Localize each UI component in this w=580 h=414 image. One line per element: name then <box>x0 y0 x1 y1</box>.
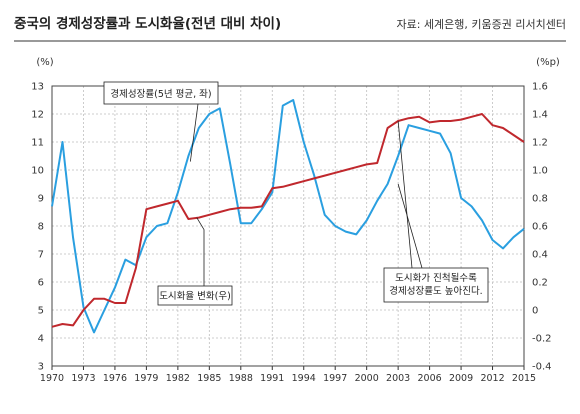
annotation-note-line: 도시화가 진척될수록 <box>395 273 477 284</box>
annotation-note-line: 경제성장률도 높아진다. <box>389 285 482 297</box>
left-tick-label: 12 <box>31 110 44 121</box>
right-tick-label: 0.6 <box>532 222 548 233</box>
left-tick-label: 10 <box>31 166 44 177</box>
x-tick-label: 2012 <box>480 373 504 384</box>
series <box>51 99 525 334</box>
left-tick-label: 8 <box>38 222 44 233</box>
right-tick-label: -0.4 <box>532 362 552 373</box>
right-tick-label: 0.8 <box>532 194 548 205</box>
x-tick-label: 1976 <box>103 373 127 384</box>
left-tick-label: 9 <box>38 194 44 205</box>
annotation-urban: 도시화율 변화(우) <box>159 291 231 302</box>
right-axis-unit: (%p) <box>536 57 560 68</box>
annotation-gdp: 경제성장률(5년 평균, 좌) <box>110 88 211 100</box>
x-tick-label: 2006 <box>418 373 442 384</box>
x-tick-label: 1970 <box>40 373 64 384</box>
right-tick-label: 1.4 <box>532 110 548 121</box>
left-tick-label: 4 <box>38 334 44 345</box>
x-tick-label: 1982 <box>166 373 190 384</box>
x-tick-label: 2015 <box>512 373 536 384</box>
right-tick-label: 0.4 <box>532 250 548 261</box>
right-tick-label: 1.0 <box>532 166 548 177</box>
x-tick-label: 1991 <box>260 373 284 384</box>
axes: 3 4 5 6 7 8 9 10 11 12 13 -0.4 -0.2 0 0.2 0.4 0.6 0.8 1.0 1… <box>31 82 551 385</box>
right-tick-label: 0.2 <box>532 278 548 289</box>
x-tick-label: 2009 <box>449 373 473 384</box>
series-line-gdp <box>51 99 525 334</box>
left-axis-unit: (%) <box>36 57 53 68</box>
chart-title: 중국의 경제성장률과 도시화율(전년 대비 차이) <box>14 15 281 32</box>
callout-leader <box>196 217 205 286</box>
grid <box>52 85 524 366</box>
callout-leader <box>397 183 423 269</box>
right-tick-label: 1.2 <box>532 138 548 149</box>
left-tick-label: 6 <box>38 278 44 289</box>
x-tick-label: 2003 <box>386 373 410 384</box>
callout-leader <box>397 120 413 269</box>
left-tick-label: 5 <box>38 306 44 317</box>
x-tick-label: 1997 <box>323 373 347 384</box>
callout-box <box>157 285 233 306</box>
x-tick-label: 1988 <box>229 373 253 384</box>
right-tick-label: 0 <box>532 306 538 317</box>
left-tick-label: 13 <box>31 82 44 93</box>
right-tick-label: 1.6 <box>532 82 548 93</box>
left-tick-label: 7 <box>38 250 44 261</box>
x-tick-label: 1979 <box>134 373 158 384</box>
left-tick-label: 11 <box>31 138 44 149</box>
x-tick-label: 1973 <box>71 373 95 384</box>
callout-leader <box>189 103 199 162</box>
x-tick-label: 1994 <box>292 373 316 384</box>
x-tick-label: 1985 <box>197 373 221 384</box>
plot-frame <box>51 85 525 367</box>
x-tick-label: 2000 <box>355 373 379 384</box>
source-note: 자료: 세계은행, 키움증권 리서치센터 <box>397 18 567 31</box>
right-tick-label: -0.2 <box>532 334 552 345</box>
callout-box <box>103 81 219 105</box>
annotations: 경제성장률(5년 평균, 좌) 도시화율 변화(우) 도시화가 진척될수록경제성장률… <box>103 81 489 306</box>
series-line-urban <box>51 113 525 328</box>
callout-box <box>383 267 489 303</box>
left-tick-label: 3 <box>38 362 44 373</box>
